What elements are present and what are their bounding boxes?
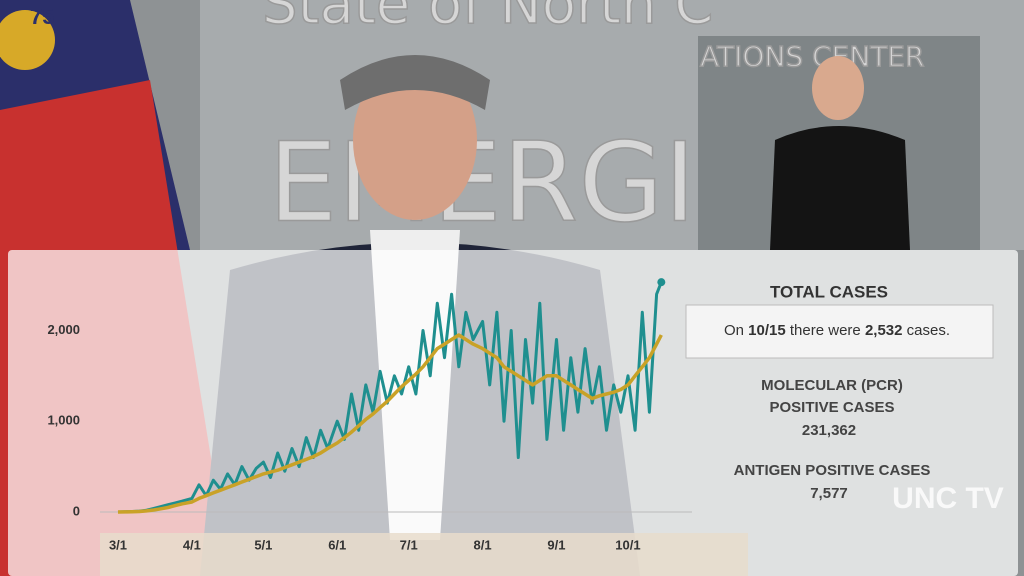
podium <box>100 533 748 576</box>
panel-title: TOTAL CASES <box>770 282 888 301</box>
x-tick-label: 9/1 <box>547 537 565 552</box>
y-tick-label: 0 <box>73 503 80 518</box>
center-sign: ATIONS CENTER <box>700 40 924 73</box>
note-part: there were <box>786 322 865 339</box>
x-tick-label: 7/1 <box>400 537 418 552</box>
note-part: On <box>724 322 748 339</box>
x-tick-label: 3/1 <box>109 537 127 552</box>
note-count: 2,532 <box>865 322 903 339</box>
x-tick-label: 8/1 <box>474 537 492 552</box>
note-date: 10/15 <box>748 322 786 339</box>
speaker-hair <box>340 55 490 110</box>
molecular-label: POSITIVE CASES <box>769 399 894 416</box>
molecular-label: MOLECULAR (PCR) <box>761 377 903 394</box>
big-sign: EMERGI <box>268 118 696 246</box>
note-part: cases. <box>902 322 950 339</box>
x-tick-label: 5/1 <box>254 537 272 552</box>
series-line <box>117 281 663 514</box>
interpreter-head <box>812 56 864 120</box>
molecular-value: 231,362 <box>802 422 856 439</box>
y-tick-label: 1,000 <box>47 413 80 428</box>
speaker-head <box>353 60 477 220</box>
x-tick-label: 6/1 <box>328 537 346 552</box>
flag-seal <box>0 10 55 70</box>
x-tick-label: 10/1 <box>615 537 640 552</box>
antigen-label: ANTIGEN POSITIVE CASES <box>734 462 931 479</box>
wall-sign: State of North C <box>262 0 713 37</box>
x-tick-label: 4/1 <box>183 537 201 552</box>
interpreter-body <box>770 126 910 250</box>
flag-number: 75 <box>30 4 54 29</box>
last-point <box>657 278 666 287</box>
note-box <box>685 304 994 359</box>
station-logo: UNC TV <box>892 482 1004 515</box>
antigen-value: 7,577 <box>810 485 848 502</box>
series-line <box>117 333 663 514</box>
y-tick-label: 2,000 <box>47 322 80 337</box>
note: On 10/15 there were 2,532 cases. <box>724 322 950 339</box>
